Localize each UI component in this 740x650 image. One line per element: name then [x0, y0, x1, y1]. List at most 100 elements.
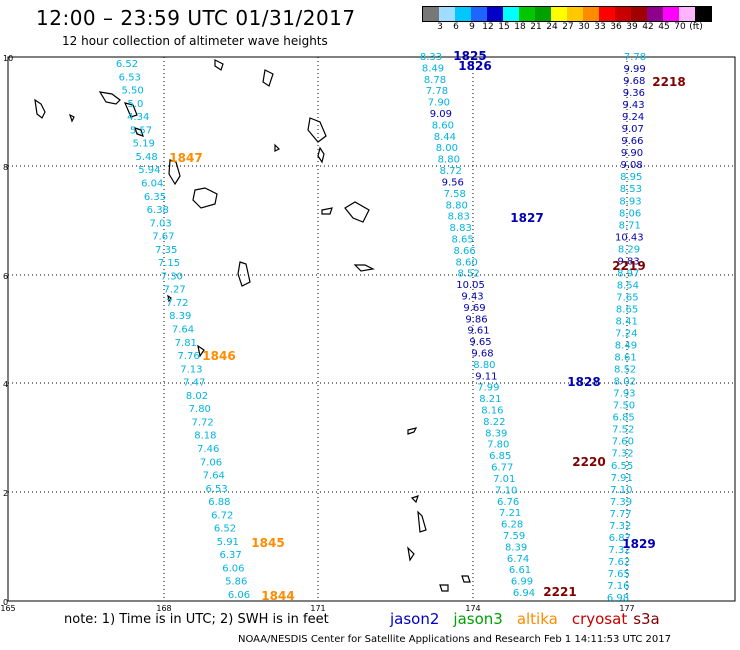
wave-height-value: 6.53	[119, 72, 141, 83]
wave-height-value: 8.39	[169, 311, 191, 322]
wave-height-value: 4.34	[127, 112, 149, 123]
wave-height-value: 6.38	[147, 205, 169, 216]
wave-height-value: 8.39	[485, 428, 507, 439]
wave-height-value: 6.28	[501, 520, 523, 531]
wave-height-value: 6.88	[208, 497, 230, 508]
wave-height-value: 8.18	[194, 431, 216, 442]
color-swatch	[551, 7, 567, 21]
pass-label: 1828	[567, 375, 600, 389]
wave-height-value: 7.65	[608, 569, 630, 580]
wave-height-value: 8.39	[505, 542, 527, 553]
wave-height-value: 8.16	[481, 406, 503, 417]
pass-label: 1829	[622, 537, 655, 551]
island-outline	[353, 264, 375, 272]
island-outline	[68, 113, 75, 123]
wave-height-value: 7.39	[610, 497, 632, 508]
color-swatch	[695, 7, 711, 21]
color-swatch	[583, 7, 599, 21]
wave-height-value: 9.68	[471, 349, 493, 360]
wave-height-value: 7.65	[616, 292, 638, 303]
wave-height-value: 6.52	[116, 59, 138, 70]
wave-height-value: 5.86	[225, 577, 247, 588]
wave-height-value: 8.44	[434, 132, 456, 143]
island-outline	[262, 69, 274, 87]
island-outline	[344, 201, 370, 223]
color-swatch	[455, 7, 471, 21]
wave-height-value: 7.47	[183, 378, 205, 389]
wave-height-value: 6.55	[611, 461, 633, 472]
satellite-legend-item: jason3	[453, 610, 503, 628]
island-outline	[98, 91, 121, 105]
page-subtitle: 12 hour collection of altimeter wave hei…	[62, 34, 328, 48]
wave-height-value: 10.05	[456, 280, 485, 291]
wave-height-value: 5.91	[217, 537, 239, 548]
wave-height-value: 7.46	[197, 444, 219, 455]
wave-height-value: 8.60	[432, 120, 454, 131]
island-outline	[167, 294, 172, 303]
wave-height-value: 9.09	[430, 109, 452, 120]
wave-height-value: 9.66	[621, 136, 643, 147]
footer-credit: NOAA/NESDIS Center for Satellite Applica…	[238, 634, 671, 645]
wave-height-value: 7.91	[611, 473, 633, 484]
pass-label: 1846	[202, 349, 235, 363]
wave-height-value: 7.59	[503, 531, 525, 542]
color-swatch	[423, 7, 439, 21]
wave-height-value: 6.52	[214, 524, 236, 535]
wave-height-value: 7.32	[609, 521, 631, 532]
pass-label: 2221	[543, 585, 576, 599]
wave-height-value: 9.36	[623, 88, 645, 99]
color-swatch	[503, 7, 519, 21]
color-swatch	[567, 7, 583, 21]
wave-height-value: 8.00	[436, 143, 458, 154]
color-scale-label: 9	[469, 22, 475, 32]
wave-height-value: 8.80	[473, 360, 495, 371]
color-scale-bar	[422, 6, 712, 22]
island-outline	[407, 546, 415, 562]
color-scale-label: 6	[453, 22, 459, 32]
wave-height-value: 7.52	[612, 425, 634, 436]
wave-height-value: 9.90	[621, 148, 643, 159]
island-outline	[317, 146, 325, 164]
wave-height-value: 7.62	[608, 557, 630, 568]
wave-height-value: 6.85	[613, 413, 635, 424]
pass-label: 1827	[510, 211, 543, 225]
color-scale-label: 27	[562, 22, 574, 32]
wave-height-value: 8.65	[616, 304, 638, 315]
color-scale-label: 18	[514, 22, 526, 32]
color-scale-label: 24	[546, 22, 558, 32]
island-outline	[417, 510, 427, 533]
wave-height-value: 6.06	[228, 590, 250, 601]
wave-height-value: 8.66	[454, 246, 476, 257]
color-scale-label: (ft)	[689, 22, 703, 32]
wave-height-value: 8.83	[448, 212, 470, 223]
color-swatch	[631, 7, 647, 21]
wave-height-value: 9.08	[620, 160, 642, 171]
island-outline	[34, 98, 46, 119]
wave-height-value: 8.02	[186, 391, 208, 402]
x-tick-label: 174	[465, 604, 480, 613]
map-grid	[7, 56, 736, 602]
island-outline	[214, 59, 224, 71]
wave-height-value: 9.43	[622, 100, 644, 111]
wave-height-value: 8.53	[620, 184, 642, 195]
satellite-legend-item: jason2	[390, 610, 440, 628]
wave-height-value: 7.10	[610, 485, 632, 496]
color-scale-label: 30	[578, 22, 590, 32]
pass-label: 1845	[251, 536, 284, 550]
x-tick-label: 177	[619, 604, 634, 613]
pass-label: 2219	[612, 259, 645, 273]
islands-layer	[34, 59, 471, 592]
color-scale-label: 45	[658, 22, 670, 32]
y-tick-label: 0	[3, 598, 8, 607]
wave-height-value: 6.35	[144, 192, 166, 203]
color-scale-label: 36	[610, 22, 622, 32]
wave-height-value: 8.49	[615, 341, 637, 352]
wave-height-value: 6.94	[513, 588, 535, 599]
wave-height-value: 5.50	[121, 86, 143, 97]
wave-height-value: 8.29	[618, 244, 640, 255]
wave-height-value: 8.02	[614, 377, 636, 388]
wave-height-value: 8.22	[483, 417, 505, 428]
x-tick-label: 168	[156, 604, 171, 613]
